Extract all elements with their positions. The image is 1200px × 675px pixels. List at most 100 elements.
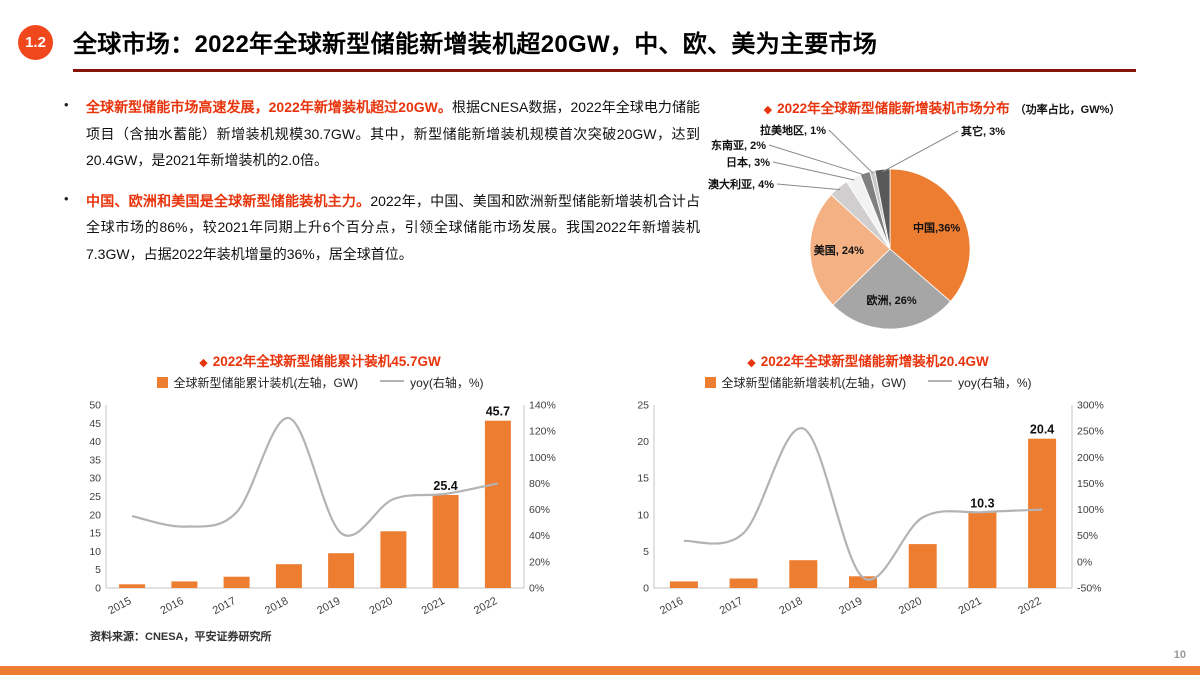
svg-text:日本, 3%: 日本, 3% bbox=[726, 155, 770, 169]
bullet-rest: 根据CNESA数据，2022年全球电力储能项目（含抽水蓄能）新增装机规模30.7… bbox=[86, 99, 700, 169]
new-install-chart-title-row: ◆ 2022年全球新型储能新增装机20.4GW bbox=[618, 350, 1118, 370]
svg-text:40%: 40% bbox=[529, 530, 550, 542]
svg-text:2019: 2019 bbox=[315, 595, 342, 617]
svg-text:0%: 0% bbox=[1077, 556, 1092, 568]
svg-text:0%: 0% bbox=[529, 583, 544, 595]
header: 1.2 全球市场：2022年全球新型储能新增装机超20GW，中、欧、美为主要市场 bbox=[18, 24, 1136, 72]
legend-bar-label: 全球新型储能累计装机(左轴，GW) bbox=[173, 376, 359, 390]
svg-text:10: 10 bbox=[89, 546, 101, 558]
svg-text:120%: 120% bbox=[529, 426, 556, 438]
section-number-badge: 1.2 bbox=[18, 25, 53, 60]
svg-text:30: 30 bbox=[89, 473, 101, 485]
svg-text:东南亚, 2%: 东南亚, 2% bbox=[711, 138, 766, 152]
bullet-text: 中国、欧洲和美国是全球新型储能装机主力。2022年，中国、美国和欧洲新型储能新增… bbox=[86, 188, 700, 268]
svg-text:2022: 2022 bbox=[1016, 595, 1043, 617]
svg-text:140%: 140% bbox=[529, 400, 556, 412]
svg-text:20: 20 bbox=[637, 436, 649, 448]
svg-text:40: 40 bbox=[89, 436, 101, 448]
svg-text:10: 10 bbox=[637, 509, 649, 521]
new-install-chart: 0 5 10 15 20 25 -50% 0% 50% 100% 150% 200% 250% 300% 2… bbox=[637, 400, 1104, 618]
svg-text:20%: 20% bbox=[529, 556, 550, 568]
diamond-icon: ◆ bbox=[199, 357, 208, 369]
svg-text:2020: 2020 bbox=[368, 595, 395, 617]
legend-line-label: yoy(右轴，%) bbox=[410, 376, 484, 390]
cumulative-chart-section: ◆ 2022年全球新型储能累计装机45.7GW 全球新型储能累计装机(左轴，GW… bbox=[70, 350, 570, 631]
cumulative-chart: 0 5 10 15 20 25 30 35 40 45 50 0% 20% 40% 60% 80% 100% 12… bbox=[89, 400, 556, 618]
diamond-icon: ◆ bbox=[747, 357, 756, 369]
bullet-lead: 中国、欧洲和美国是全球新型储能装机主力。 bbox=[86, 192, 371, 209]
cumulative-chart-legend: 全球新型储能累计装机(左轴，GW) yoy(右轴，%) bbox=[70, 374, 570, 391]
legend-bar-swatch bbox=[156, 377, 168, 388]
svg-text:20: 20 bbox=[89, 509, 101, 521]
svg-text:15: 15 bbox=[89, 528, 101, 540]
pie-chart-subtitle: （功率占比，GW%） bbox=[1014, 104, 1121, 116]
svg-text:25: 25 bbox=[89, 491, 101, 503]
svg-text:45.7: 45.7 bbox=[486, 405, 510, 419]
pie-chart-title: 2022年全球新型储能新增装机市场分布 bbox=[777, 101, 1010, 116]
svg-text:35: 35 bbox=[89, 454, 101, 466]
cumulative-chart-title: 2022年全球新型储能累计装机45.7GW bbox=[212, 354, 441, 369]
svg-text:15: 15 bbox=[637, 473, 649, 485]
svg-text:25.4: 25.4 bbox=[433, 479, 457, 493]
svg-text:2021: 2021 bbox=[957, 595, 984, 617]
svg-text:中国,36%: 中国,36% bbox=[913, 221, 960, 235]
legend-line-swatch bbox=[928, 380, 953, 382]
svg-text:25: 25 bbox=[637, 400, 649, 412]
svg-text:2016: 2016 bbox=[658, 595, 685, 617]
svg-text:50: 50 bbox=[89, 400, 101, 412]
bullet-item: • 中国、欧洲和美国是全球新型储能装机主力。2022年，中国、美国和欧洲新型储能… bbox=[64, 188, 700, 268]
bullet-marker: • bbox=[64, 190, 69, 206]
svg-text:澳大利亚, 4%: 澳大利亚, 4% bbox=[708, 177, 774, 191]
bullet-marker: • bbox=[64, 97, 69, 112]
bullet-rest: 2022年，中国、美国和欧洲新型储能新增装机合计占全球市场的86%，较2021年… bbox=[86, 192, 701, 262]
svg-text:2017: 2017 bbox=[211, 595, 238, 617]
legend-bar-swatch bbox=[704, 377, 716, 388]
pie-title-row: ◆ 2022年全球新型储能新增装机市场分布 （功率占比，GW%） bbox=[698, 97, 1186, 117]
svg-text:5: 5 bbox=[643, 546, 649, 558]
svg-text:-50%: -50% bbox=[1077, 583, 1102, 595]
pie-chart: 中国,36% 欧洲, 26% 美国, 24% 澳大利亚, 4% 日本, 3% 东南亚, 2… bbox=[708, 123, 1005, 330]
svg-text:其它, 3%: 其它, 3% bbox=[961, 124, 1005, 138]
svg-text:150%: 150% bbox=[1077, 478, 1104, 490]
svg-text:2022: 2022 bbox=[472, 595, 499, 617]
new-install-chart-title: 2022年全球新型储能新增装机20.4GW bbox=[760, 354, 989, 369]
pie-section: ◆ 2022年全球新型储能新增装机市场分布 （功率占比，GW%） 中国,36% 欧… bbox=[698, 97, 1186, 372]
svg-text:50%: 50% bbox=[1077, 530, 1098, 542]
title-underline: 全球市场：2022年全球新型储能新增装机超20GW，中、欧、美为主要市场 bbox=[73, 24, 1136, 72]
bottom-charts: ◆ 2022年全球新型储能累计装机45.7GW 全球新型储能累计装机(左轴，GW… bbox=[70, 350, 1118, 631]
svg-text:美国, 24%: 美国, 24% bbox=[814, 243, 864, 257]
svg-text:10.3: 10.3 bbox=[970, 497, 994, 511]
svg-text:200%: 200% bbox=[1077, 452, 1104, 464]
diamond-icon: ◆ bbox=[763, 104, 773, 116]
svg-text:20.4: 20.4 bbox=[1030, 423, 1054, 437]
svg-text:2015: 2015 bbox=[106, 595, 133, 617]
svg-text:100%: 100% bbox=[529, 452, 556, 464]
bullet-lead: 全球新型储能市场高速发展，2022年新增装机超过20GW。 bbox=[86, 99, 452, 115]
svg-text:2019: 2019 bbox=[837, 595, 864, 617]
cumulative-chart-title-row: ◆ 2022年全球新型储能累计装机45.7GW bbox=[70, 350, 570, 370]
svg-text:0: 0 bbox=[95, 583, 101, 595]
svg-text:拉美地区, 1%: 拉美地区, 1% bbox=[760, 123, 826, 137]
svg-text:45: 45 bbox=[89, 418, 101, 430]
svg-text:80%: 80% bbox=[529, 478, 550, 490]
footer-accent-bar bbox=[0, 666, 1200, 675]
svg-text:5: 5 bbox=[95, 564, 101, 576]
svg-text:100%: 100% bbox=[1077, 504, 1104, 516]
bullet-text: 全球新型储能市场高速发展，2022年新增装机超过20GW。根据CNESA数据，2… bbox=[86, 94, 700, 174]
new-install-chart-legend: 全球新型储能新增装机(左轴，GW) yoy(右轴，%) bbox=[618, 374, 1118, 391]
legend-line-swatch bbox=[380, 380, 405, 382]
legend-line-label: yoy(右轴，%) bbox=[958, 376, 1032, 390]
svg-text:2016: 2016 bbox=[159, 595, 186, 617]
bullet-item: • 全球新型储能市场高速发展，2022年新增装机超过20GW。根据CNESA数据… bbox=[64, 94, 700, 174]
page-title: 全球市场：2022年全球新型储能新增装机超20GW，中、欧、美为主要市场 bbox=[73, 31, 878, 58]
svg-text:2021: 2021 bbox=[420, 595, 447, 617]
page-number: 10 bbox=[1173, 649, 1186, 661]
source-note: 资料来源：CNESA，平安证券研究所 bbox=[90, 631, 272, 643]
svg-text:2018: 2018 bbox=[263, 595, 290, 617]
bullet-list: • 全球新型储能市场高速发展，2022年新增装机超过20GW。根据CNESA数据… bbox=[64, 94, 700, 282]
svg-text:60%: 60% bbox=[529, 504, 550, 516]
svg-text:2018: 2018 bbox=[777, 595, 804, 617]
svg-text:欧洲, 26%: 欧洲, 26% bbox=[867, 293, 917, 307]
svg-text:300%: 300% bbox=[1077, 400, 1104, 412]
